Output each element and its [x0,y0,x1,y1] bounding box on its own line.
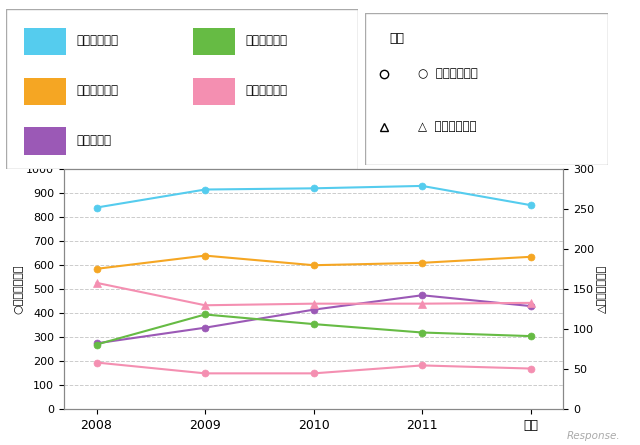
FancyBboxPatch shape [24,28,67,55]
Text: △  有効特許件数: △ 有効特許件数 [419,120,477,134]
Text: 本田技研工業: 本田技研工業 [246,34,288,48]
Y-axis label: △有効特許件数: △有効特許件数 [597,265,607,313]
Text: Response.: Response. [567,431,621,441]
FancyBboxPatch shape [193,78,236,105]
FancyBboxPatch shape [24,78,67,105]
Text: 日産自動車: 日産自動車 [77,134,112,147]
FancyBboxPatch shape [365,13,608,165]
Y-axis label: ○権利者スコア: ○権利者スコア [13,264,24,314]
Text: ジェイテクト: ジェイテクト [77,34,119,48]
Text: トヨタ自動車: トヨタ自動車 [77,84,119,97]
Text: アイシン精機: アイシン精機 [246,84,288,97]
FancyBboxPatch shape [193,28,236,55]
Text: ○  権利者スコア: ○ 権利者スコア [419,67,478,81]
FancyBboxPatch shape [24,127,67,155]
FancyBboxPatch shape [6,9,358,169]
Text: 縦軸: 縦軸 [389,32,404,44]
